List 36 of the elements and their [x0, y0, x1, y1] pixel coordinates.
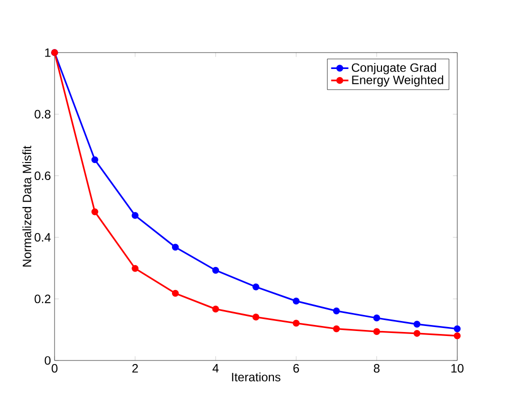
point [252, 314, 260, 320]
point [454, 332, 461, 340]
point [414, 330, 420, 337]
point [332, 325, 340, 332]
y-tick-label: 0.8 [34, 110, 50, 118]
point [212, 266, 220, 274]
point [91, 208, 98, 216]
point [292, 298, 300, 304]
point [212, 306, 220, 312]
point [172, 290, 179, 297]
x-tick-label: 2 [132, 364, 138, 372]
x-axis-title: Iterations [232, 372, 280, 382]
y-tick-label: 0.6 [34, 171, 50, 180]
legend-label: Energy Weighted [352, 75, 444, 86]
y-tick-label: 0.4 [34, 232, 51, 242]
y-axis-title: Normalized Data Misfit [22, 146, 32, 266]
x-tick-label: 8 [374, 364, 380, 372]
point [91, 156, 98, 164]
x-tick-label: 0 [52, 364, 58, 372]
point [332, 307, 340, 314]
point [132, 264, 139, 272]
point [292, 320, 300, 327]
point [373, 314, 380, 322]
point [454, 325, 461, 332]
y-tick-label: 1 [45, 48, 50, 57]
point [414, 320, 420, 328]
point [172, 244, 179, 250]
x-tick-label: 4 [212, 364, 219, 372]
point [132, 212, 139, 219]
point [373, 328, 380, 335]
y-tick-label: 0.2 [34, 294, 50, 304]
point [252, 283, 260, 290]
x-tick-label: 10 [451, 364, 464, 372]
x-tick-label: 6 [293, 364, 300, 372]
y-tick-label: 0 [44, 356, 51, 365]
legend-label: Conjugate Grad [352, 62, 436, 74]
